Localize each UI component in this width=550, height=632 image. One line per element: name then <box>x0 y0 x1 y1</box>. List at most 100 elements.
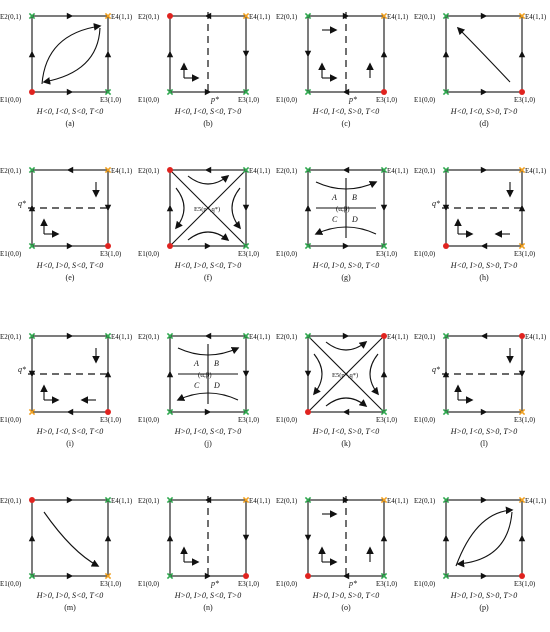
flow-direction-arrow <box>342 332 350 340</box>
flow-direction-arrow <box>28 50 36 58</box>
vertex-label-E2: E2(0,1) <box>138 167 160 175</box>
flow-direction-arrow <box>204 242 212 250</box>
center-point-label: (α,β) <box>336 205 350 213</box>
green-vertex-marker <box>442 496 450 504</box>
vertex-label-E2: E2(0,1) <box>414 167 436 175</box>
vertex-label-E3: E3(1,0) <box>514 580 536 588</box>
flow-direction-arrow <box>380 534 388 542</box>
vertex-label-E1: E1(0,0) <box>138 580 160 588</box>
panel-condition: H>0, I>0, S>0, T<0 <box>312 591 379 600</box>
flow-direction-arrow <box>518 370 526 378</box>
flow-direction-arrow <box>342 572 350 580</box>
green-vertex-marker <box>380 242 388 250</box>
green-vertex-marker <box>442 572 450 580</box>
flow-direction-arrow <box>166 370 174 378</box>
panel-condition: H<0, I>0, S>0, T<0 <box>312 261 379 270</box>
stable-point-marker <box>167 243 173 249</box>
vertex-label-E4: E4(1,1) <box>525 333 547 341</box>
panel-condition: H>0, I<0, S>0, T<0 <box>312 427 379 436</box>
flow-direction-arrow <box>518 50 526 58</box>
phase-panel-i: q* E2(0,1) E4(1,1) E1(0,0) E3(1,0) H>0, I<0, … <box>0 332 133 448</box>
panel-condition: H>0, I<0, S<0, T>0 <box>174 427 241 436</box>
vertex-label-E4: E4(1,1) <box>111 333 133 341</box>
panel-condition: H>0, I>0, S<0, T>0 <box>174 591 241 600</box>
vertex-label-E2: E2(0,1) <box>276 497 298 505</box>
trajectory-arrow <box>176 392 239 401</box>
flow-direction-arrow <box>304 370 312 378</box>
green-vertex-marker <box>28 332 36 340</box>
green-vertex-marker <box>104 88 112 96</box>
phase-panel-j: A B C D(α,β) E2(0,1) E4(1,1) E1(0,0) E3(1,0) H>0… <box>138 332 271 448</box>
trajectory-arrow <box>177 347 240 356</box>
flow-direction-arrow <box>28 534 36 542</box>
vertex-label-E1: E1(0,0) <box>0 416 22 424</box>
trajectory-arrow <box>42 27 101 85</box>
region-label-D: D <box>213 381 220 390</box>
flow-direction-arrow <box>304 534 312 542</box>
flow-direction-arrow <box>480 332 488 340</box>
green-vertex-marker <box>242 332 250 340</box>
stable-point-marker <box>167 13 173 19</box>
green-vertex-marker <box>304 242 312 250</box>
vertex-label-E4: E4(1,1) <box>111 13 133 21</box>
vertex-label-E4: E4(1,1) <box>525 167 547 175</box>
vertex-label-E2: E2(0,1) <box>0 167 22 175</box>
green-vertex-marker <box>304 496 312 504</box>
phase-panel-n: p* E2(0,1) E4(1,1) E1(0,0) E3(1,0) H>0, I>0, … <box>138 496 271 612</box>
orange-vertex-marker <box>28 408 36 416</box>
region-label-C: C <box>332 215 338 224</box>
flow-direction-arrow <box>480 408 488 416</box>
vertex-label-E3: E3(1,0) <box>100 416 122 424</box>
vertex-label-E1: E1(0,0) <box>138 416 160 424</box>
vertex-label-E3: E3(1,0) <box>514 250 536 258</box>
trajectory-arrow <box>455 506 514 567</box>
flow-direction-arrow <box>66 242 74 250</box>
stable-point-marker <box>305 573 311 579</box>
panel-label: (i) <box>66 439 74 448</box>
flow-direction-arrow <box>166 204 174 212</box>
vertex-label-E3: E3(1,0) <box>376 96 398 104</box>
vertex-label-E2: E2(0,1) <box>276 13 298 21</box>
panel-label: (g) <box>341 273 351 282</box>
flow-direction-arrow <box>66 166 74 174</box>
flow-direction-arrow <box>304 204 312 212</box>
vertex-label-E2: E2(0,1) <box>0 333 22 341</box>
phase-panel-p: E2(0,1) E4(1,1) E1(0,0) E3(1,0) H>0, I>0, S>… <box>414 496 547 612</box>
panel-condition: H<0, I<0, S>0, T>0 <box>450 107 517 116</box>
vertex-label-E3: E3(1,0) <box>100 580 122 588</box>
vertex-label-E1: E1(0,0) <box>276 580 298 588</box>
green-vertex-marker <box>304 88 312 96</box>
green-vertex-marker <box>28 166 36 174</box>
panel-label: (j) <box>204 439 212 448</box>
stable-point-marker <box>29 89 35 95</box>
vertex-label-E4: E4(1,1) <box>525 13 547 21</box>
flow-direction-arrow <box>380 204 388 212</box>
vertex-label-E3: E3(1,0) <box>100 250 122 258</box>
vertex-label-E4: E4(1,1) <box>387 13 409 21</box>
vertex-label-E4: E4(1,1) <box>387 497 409 505</box>
flow-direction-arrow <box>380 50 388 58</box>
panel-label: (b) <box>203 119 213 128</box>
flow-direction-arrow <box>342 408 350 416</box>
vertex-label-E1: E1(0,0) <box>414 416 436 424</box>
flow-direction-arrow <box>66 572 74 580</box>
vertex-label-E1: E1(0,0) <box>276 250 298 258</box>
stable-point-marker <box>29 497 35 503</box>
stable-point-marker <box>305 409 311 415</box>
flow-direction-arrow <box>242 370 250 378</box>
vertex-label-E3: E3(1,0) <box>376 416 398 424</box>
trajectory-arrow <box>325 341 368 351</box>
stable-point-marker <box>443 243 449 249</box>
panel-label: (o) <box>341 603 351 612</box>
p-star-label: p* <box>210 579 219 588</box>
flow-direction-arrow <box>166 50 174 58</box>
green-vertex-marker <box>442 88 450 96</box>
panel-label: (d) <box>479 119 489 128</box>
stable-point-marker <box>519 573 525 579</box>
orange-vertex-marker <box>518 242 526 250</box>
green-vertex-marker <box>166 88 174 96</box>
orange-vertex-marker <box>380 12 388 20</box>
trajectory-arrow <box>313 353 323 396</box>
green-vertex-marker <box>242 166 250 174</box>
p-star-label: p* <box>348 579 357 588</box>
